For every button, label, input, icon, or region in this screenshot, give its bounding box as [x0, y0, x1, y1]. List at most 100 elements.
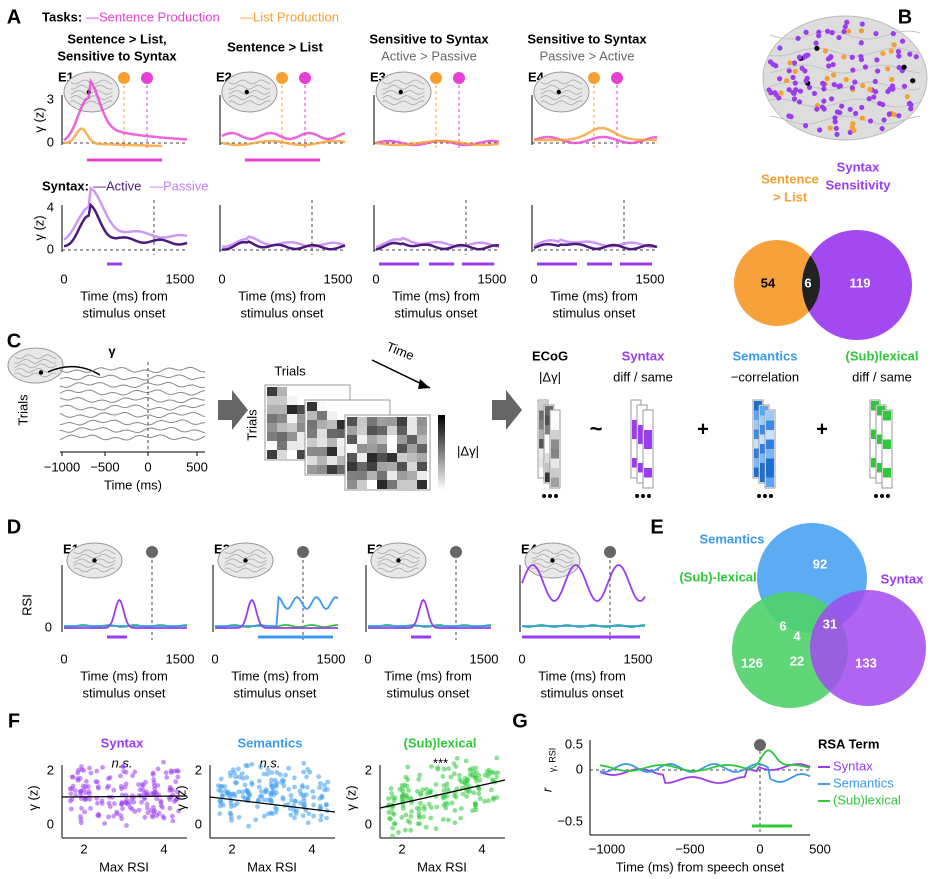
trace	[382, 84, 425, 90]
trace	[59, 404, 205, 411]
trace	[14, 358, 57, 364]
rdm-cell	[551, 411, 559, 421]
matrix-cell	[287, 441, 297, 450]
scatter-point	[161, 759, 166, 765]
scatter-point	[144, 801, 150, 807]
label: diff / same	[852, 369, 912, 384]
trace	[59, 427, 206, 434]
scatter-point	[140, 787, 146, 792]
brain-icon	[375, 71, 432, 113]
scatter-point	[441, 766, 447, 772]
speaker-icon	[299, 72, 311, 84]
electrode-dot	[826, 63, 832, 69]
scatter-point	[152, 808, 158, 814]
matrix-cell	[357, 480, 367, 489]
electrode-dot	[901, 83, 908, 89]
label: −500	[90, 459, 119, 474]
scatter-point	[168, 770, 174, 775]
scatter-point	[486, 767, 492, 773]
scatter-point	[388, 786, 394, 791]
trace	[375, 241, 500, 251]
rdm-cell	[545, 453, 553, 463]
matrix-cell	[367, 471, 377, 480]
rdm-cell	[760, 434, 768, 444]
scatter-point	[123, 769, 129, 775]
scatter-point	[406, 788, 411, 793]
scatter-point	[114, 811, 120, 817]
scatter-point	[440, 817, 446, 822]
matrix-cell	[377, 471, 387, 480]
matrix-cell	[357, 426, 367, 435]
electrode-dot	[844, 19, 850, 25]
electrode-dot	[872, 78, 878, 85]
label: 0	[45, 619, 52, 634]
matrix-cell	[347, 453, 357, 462]
scatter-point	[70, 783, 76, 789]
scatter-point	[220, 793, 226, 799]
rdm-cell	[638, 415, 646, 425]
matrix-cell	[417, 417, 427, 426]
label: −0.5	[557, 813, 583, 828]
label: Syntax	[101, 735, 144, 750]
rdm-cell	[766, 468, 774, 478]
electrode-dot	[786, 87, 792, 93]
matrix-cell	[417, 480, 427, 489]
ellipsis-dot	[757, 494, 761, 498]
label: Sensitive to Syntax	[369, 31, 489, 46]
scatter-point	[265, 771, 270, 777]
electrode-dot	[766, 87, 772, 93]
rdm-cell	[877, 425, 885, 435]
label: 22	[790, 653, 804, 668]
rdm-cell	[766, 439, 774, 449]
matrix-cell	[407, 480, 417, 489]
scatter-point	[441, 788, 447, 793]
scatter-point	[79, 805, 84, 811]
trace	[59, 374, 206, 381]
scatter-point	[273, 810, 279, 815]
scatter-point	[298, 792, 304, 797]
rdm-cell	[632, 401, 640, 411]
scatter-point	[120, 763, 126, 769]
scatter-point	[268, 781, 274, 787]
scatter-point	[176, 808, 182, 814]
matrix-cell	[347, 444, 357, 453]
scatter-point	[144, 789, 150, 795]
electrode-dot	[821, 81, 827, 87]
label: ~	[590, 416, 603, 441]
label: γ (z)	[31, 107, 46, 132]
scatter-point	[428, 815, 434, 821]
electrode-dot	[853, 110, 859, 117]
label: Tasks:	[42, 9, 82, 24]
label: Max RSI	[417, 859, 467, 874]
label: Sentence > List	[227, 39, 323, 54]
matrix-cell	[417, 471, 427, 480]
arrow	[218, 390, 248, 430]
matrix-cell	[397, 480, 407, 489]
matrix-cell	[367, 462, 377, 471]
ellipsis-dot	[769, 494, 773, 498]
rdm-cell	[760, 472, 768, 482]
label: stimulus onset	[386, 685, 469, 700]
scatter-point	[416, 815, 422, 820]
scatter-point	[72, 788, 78, 793]
scatter-point	[169, 813, 175, 819]
scatter-point	[421, 804, 427, 809]
matrix-cell	[417, 444, 427, 453]
label: 0	[47, 816, 54, 831]
scatter-point	[305, 820, 311, 826]
matrix-cell	[387, 444, 397, 453]
scatter-point	[390, 833, 395, 839]
scatter-point	[150, 814, 156, 820]
matrix-cell	[407, 426, 417, 435]
rdm-cell	[539, 420, 547, 430]
scatter-point	[99, 798, 105, 804]
scatter-point	[317, 785, 322, 790]
scatter-point	[417, 772, 423, 778]
scatter-point	[217, 811, 223, 816]
scatter-point	[311, 813, 316, 819]
label: γ, RSI	[547, 748, 557, 773]
scatter-point	[87, 796, 93, 802]
scatter-point	[428, 805, 434, 810]
matrix-cell	[407, 435, 417, 444]
trace	[215, 598, 338, 629]
